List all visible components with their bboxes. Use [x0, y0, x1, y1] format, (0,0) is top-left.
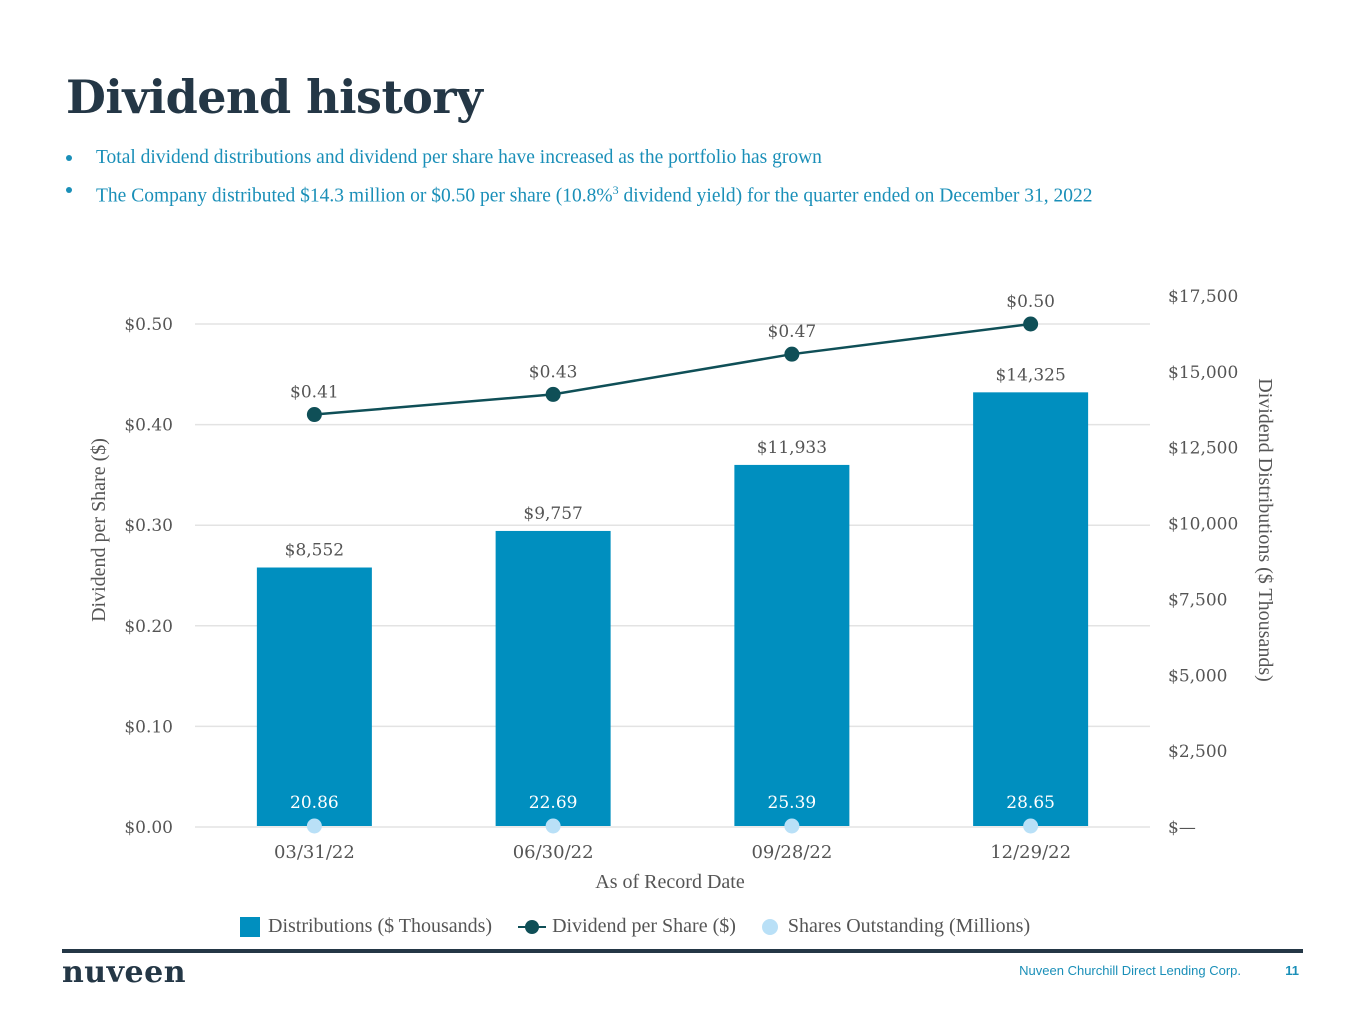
x-tick-label: 06/30/22 [513, 842, 594, 863]
bullet-text-tail: dividend yield) for the quarter ended on… [618, 185, 1093, 207]
footer-divider [62, 949, 1303, 953]
dividend-value-label: $0.47 [768, 322, 817, 342]
left-axis-ticks: $0.00 $0.10 $0.20 $0.30 $0.40 $0.50 [124, 315, 173, 838]
line-marker-swatch-icon [518, 917, 547, 937]
bar-value-label: $11,933 [757, 438, 827, 458]
legend-item-shares-outstanding[interactable]: Shares Outstanding (Millions) [761, 915, 1031, 938]
dividend-point [306, 407, 322, 423]
shares-outstanding-point [784, 818, 800, 834]
dividend-line-path [314, 322, 1031, 416]
bar-value-label: $14,325 [995, 365, 1065, 385]
bullet-item: Total dividend distributions and dividen… [66, 142, 1092, 174]
bullet-text: The Company distributed $14.3 million or… [96, 185, 613, 207]
distribution-bar [973, 392, 1089, 826]
dividend-per-share-line: $0.41 $0.43 $0.47 $0.50 [290, 292, 1055, 423]
right-tick-label: $17,500 [1168, 287, 1238, 307]
right-tick-label: $10,000 [1168, 515, 1238, 535]
bullet-list: Total dividend distributions and dividen… [66, 142, 1092, 213]
legend-item-distributions[interactable]: Distributions ($ Thousands) [240, 915, 492, 938]
right-tick-label: $12,500 [1168, 439, 1238, 459]
right-axis-ticks: $— $2,500 $5,000 $7,500 $10,000 $12,500 $15,00… [1168, 287, 1238, 838]
legend-label: Distributions ($ Thousands) [268, 915, 493, 937]
x-tick-label: 12/29/22 [990, 842, 1071, 863]
right-tick-label: $7,500 [1168, 590, 1227, 610]
bar-value-label: $8,552 [285, 541, 344, 561]
left-axis-title: Dividend per Share ($) [88, 438, 110, 622]
page-number: 11 [1285, 963, 1299, 978]
legend-item-dividend-per-share[interactable]: Dividend per Share ($) [518, 915, 736, 938]
shares-value-label: 28.65 [1006, 793, 1055, 813]
left-tick-label: $0.10 [124, 717, 173, 737]
left-tick-label: $0.20 [124, 617, 173, 637]
dividend-value-label: $0.43 [529, 362, 578, 382]
right-axis-title: Dividend Distributions ($ Thousands) [1254, 378, 1276, 682]
left-tick-label: $0.00 [124, 818, 173, 838]
shares-outstanding-point [545, 818, 561, 834]
shares-value-label: 22.69 [529, 793, 578, 813]
dividend-value-label: $0.41 [290, 383, 339, 403]
dot-swatch-icon [761, 918, 778, 935]
legend-label: Dividend per Share ($) [552, 915, 736, 937]
shares-value-label: 25.39 [768, 793, 817, 813]
bullet-dot-icon [66, 187, 72, 193]
left-tick-label: $0.50 [124, 315, 173, 335]
bullet-item: The Company distributed $14.3 million or… [66, 174, 1092, 213]
right-tick-label: $5,000 [1168, 666, 1227, 686]
dividend-point [784, 346, 800, 362]
right-tick-label: $2,500 [1168, 742, 1227, 762]
legend-label: Shares Outstanding (Millions) [787, 915, 1031, 937]
distribution-bar [734, 464, 850, 826]
bullet-dot-icon [66, 155, 72, 161]
bar-swatch-icon [240, 916, 260, 937]
shares-value-label: 20.86 [290, 793, 339, 813]
x-tick-label: 09/28/22 [751, 842, 832, 863]
page-title: Dividend history [66, 70, 483, 124]
chart-legend: Distributions ($ Thousands) Dividend per… [240, 915, 1056, 938]
footnote-ref[interactable]: 3 [612, 183, 619, 197]
footer-company-name: Nuveen Churchill Direct Lending Corp. [1019, 963, 1241, 978]
distribution-bar [495, 530, 611, 826]
shares-outstanding-point [1023, 818, 1039, 834]
distribution-bars: $8,552 $9,757 $11,933 $14,325 [256, 365, 1089, 826]
bullet-text: Total dividend distributions and dividen… [96, 147, 822, 168]
dividend-point [1023, 316, 1039, 332]
x-axis-ticks: 03/31/22 06/30/22 09/28/22 12/29/22 [274, 842, 1071, 863]
shares-outstanding-point [306, 818, 322, 834]
x-axis-title: As of Record Date [595, 871, 745, 893]
nuveen-logo: nuveen [62, 955, 187, 990]
distribution-bar [256, 567, 372, 826]
bar-value-label: $9,757 [523, 504, 582, 524]
right-tick-label: $— [1168, 818, 1196, 838]
shares-outstanding-dots: 20.86 22.69 25.39 28.65 [290, 793, 1055, 834]
left-tick-label: $0.40 [124, 416, 173, 436]
x-tick-label: 03/31/22 [274, 842, 355, 863]
dividend-point [545, 386, 561, 402]
dividend-value-label: $0.50 [1006, 292, 1055, 312]
left-tick-label: $0.30 [124, 516, 173, 536]
right-tick-label: $15,000 [1168, 363, 1238, 383]
